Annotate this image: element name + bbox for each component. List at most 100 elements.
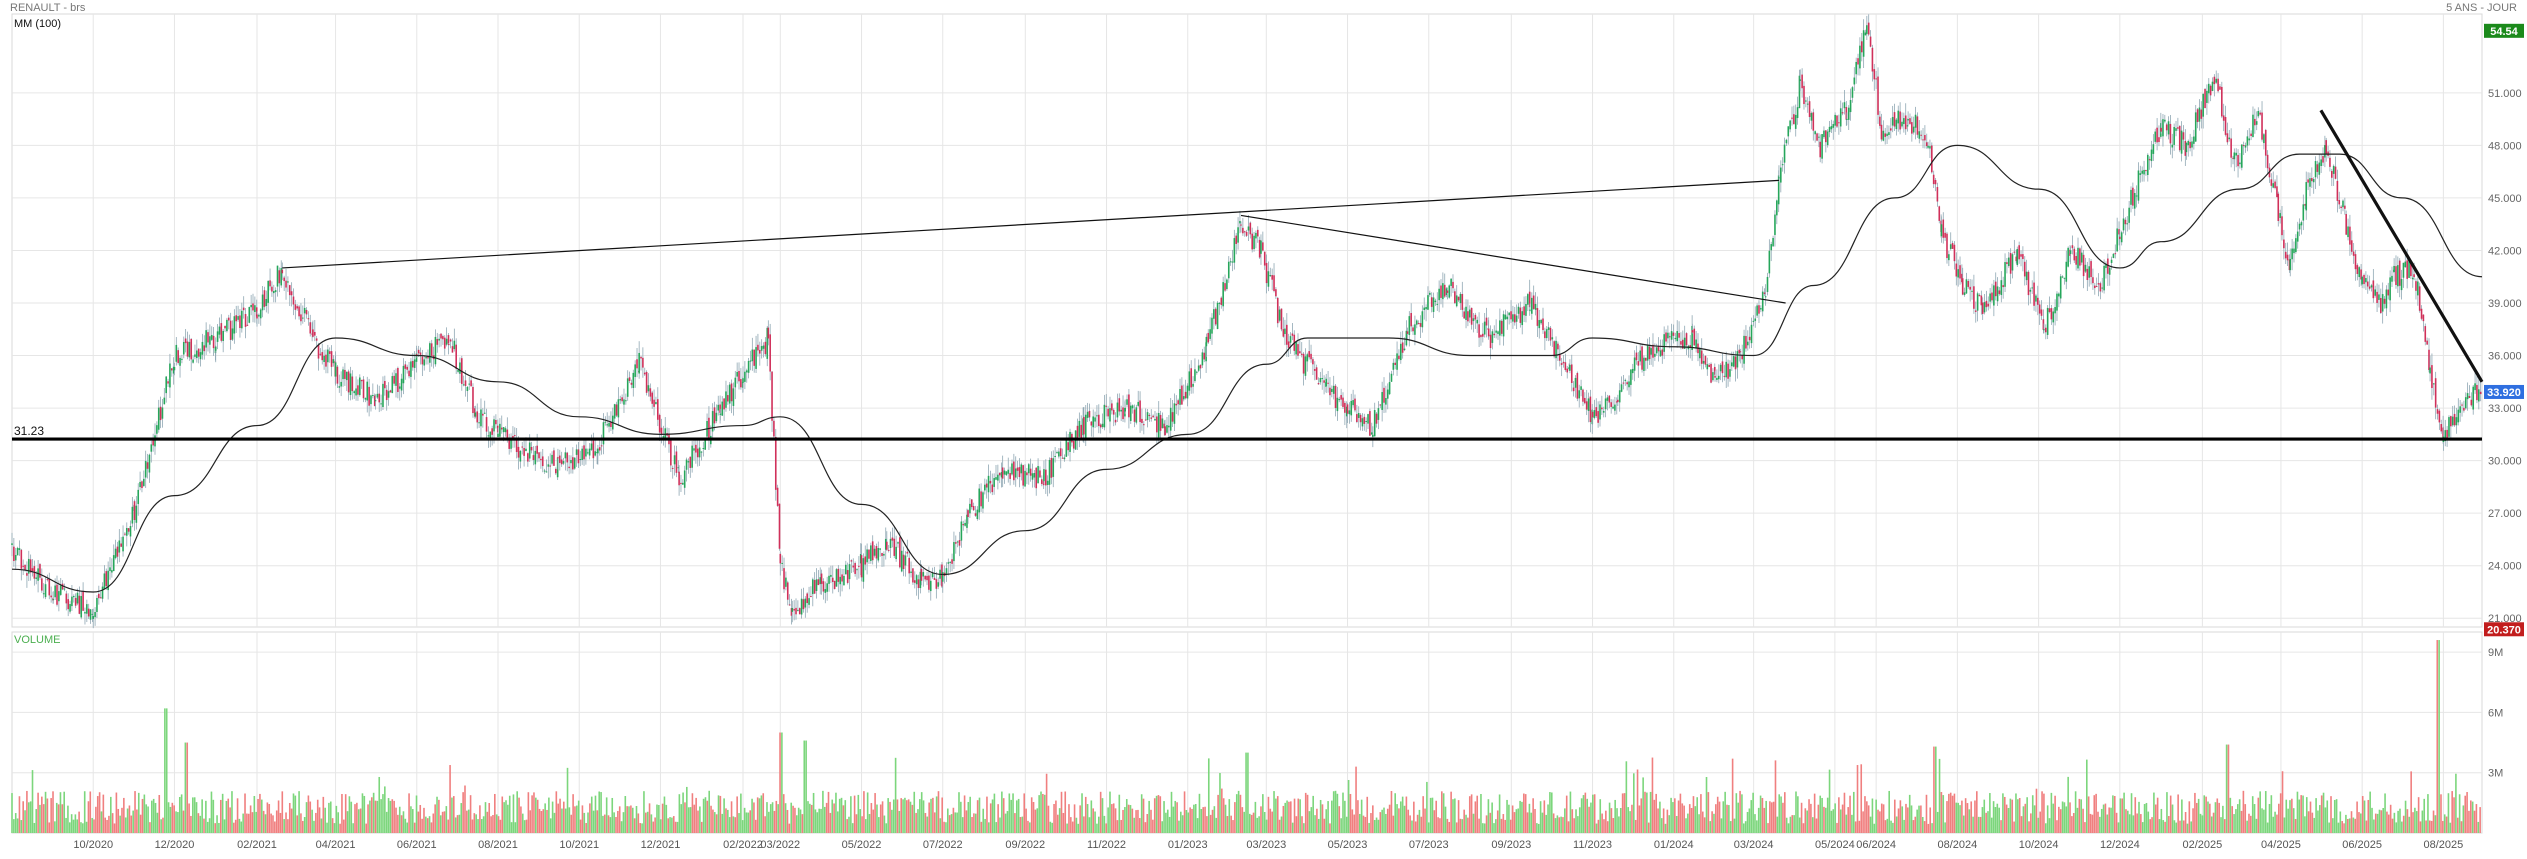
candle-body: [1164, 426, 1166, 436]
volume-bar: [1204, 806, 1206, 833]
volume-bar: [2393, 812, 2396, 833]
candle-body: [129, 526, 132, 537]
volume-bar: [769, 804, 772, 833]
volume-bar: [2401, 821, 2403, 833]
candle-body: [2187, 141, 2190, 146]
volume-bar: [1234, 802, 1236, 833]
volume-bar: [961, 817, 964, 833]
candle-body: [1793, 114, 1795, 125]
candle-body: [811, 579, 814, 595]
candle-body: [1410, 312, 1412, 327]
volume-bar: [1523, 793, 1525, 833]
volume-bar: [2242, 790, 2245, 833]
volume-bar: [2024, 803, 2027, 833]
candle-body: [1050, 457, 1053, 478]
candle-body: [2222, 115, 2225, 121]
candle-body: [2329, 157, 2331, 167]
volume-bar: [1670, 797, 1672, 833]
volume-bar: [1679, 793, 1682, 833]
volume-bar: [2255, 818, 2258, 833]
volume-bar: [2380, 810, 2383, 833]
volume-bar: [973, 813, 975, 833]
candle-body: [181, 358, 183, 360]
volume-bar: [1457, 800, 1460, 833]
candle-body: [2154, 131, 2157, 142]
volume-bar: [1174, 800, 1177, 833]
volume-bar: [775, 800, 778, 833]
volume-bar: [447, 819, 450, 833]
volume-bar: [173, 805, 175, 833]
candle-body: [947, 562, 950, 564]
volume-bar: [633, 818, 636, 833]
volume-bar: [1852, 791, 1855, 833]
candle-body: [1631, 368, 1634, 374]
candle-body: [1560, 363, 1563, 365]
volume-bar: [816, 812, 819, 833]
candle-body: [1706, 364, 1709, 370]
candle-body: [1159, 414, 1162, 431]
volume-bar: [488, 803, 491, 833]
candle-body: [1582, 389, 1584, 402]
candle-body: [887, 549, 890, 551]
volume-bar: [1081, 793, 1083, 833]
candle-body: [736, 371, 738, 377]
volume-bar: [1811, 817, 1814, 833]
candle-body: [1794, 114, 1797, 129]
candle-body: [1615, 401, 1618, 403]
volume-bar: [1040, 791, 1042, 833]
volume-bar: [1536, 823, 1538, 833]
candle-body: [1493, 333, 1496, 336]
volume-bar: [1728, 805, 1730, 833]
volume-bar: [1925, 794, 1928, 833]
candle-body: [2065, 261, 2068, 282]
candle-body: [2239, 162, 2241, 165]
volume-bar: [2084, 822, 2086, 833]
candle-body: [870, 545, 872, 561]
volume-bar: [544, 803, 546, 833]
volume-bar: [2259, 791, 2261, 833]
candle-body: [658, 414, 661, 433]
volume-bar: [54, 821, 56, 833]
volume-bar: [335, 805, 338, 833]
candle-body: [1031, 473, 1034, 480]
candle-body: [281, 269, 284, 274]
candle-body: [466, 386, 469, 392]
volume-bar: [564, 808, 567, 833]
volume-bar: [2270, 795, 2273, 833]
candle-body: [1124, 407, 1126, 412]
volume-bar: [512, 794, 515, 833]
candle-body: [222, 330, 224, 341]
volume-bar: [842, 805, 845, 833]
candle-body: [970, 499, 973, 508]
candle-body: [1109, 408, 1111, 422]
candle-body: [2061, 276, 2064, 278]
volume-bar: [859, 809, 861, 833]
volume-bar: [2063, 802, 2066, 833]
volume-bar: [1713, 813, 1715, 833]
volume-bar: [2220, 817, 2222, 833]
volume-bar: [991, 799, 994, 833]
candle-body: [2207, 83, 2210, 94]
candle-body: [1513, 314, 1516, 323]
volume-bar: [1364, 816, 1367, 833]
candle-body: [848, 564, 851, 580]
volume-bar: [889, 801, 891, 833]
candle-body: [305, 310, 308, 315]
candle-body: [1555, 340, 1557, 359]
candle-body: [1754, 318, 1757, 321]
volume-bar: [1181, 815, 1184, 833]
volume-bar: [1942, 795, 1945, 833]
volume-bar: [818, 808, 820, 833]
volume-bar: [1735, 793, 1738, 833]
candle-body: [156, 425, 158, 434]
candle-body: [830, 574, 832, 577]
volume-bar: [2151, 817, 2153, 833]
volume-bar: [1789, 816, 1792, 833]
volume-bar: [1319, 799, 1322, 833]
candle-body: [29, 559, 32, 573]
volume-bar: [939, 818, 942, 833]
volume-bar: [1660, 818, 1663, 833]
x-tick-label: 01/2024: [1654, 839, 1694, 851]
volume-bar: [2307, 811, 2310, 833]
